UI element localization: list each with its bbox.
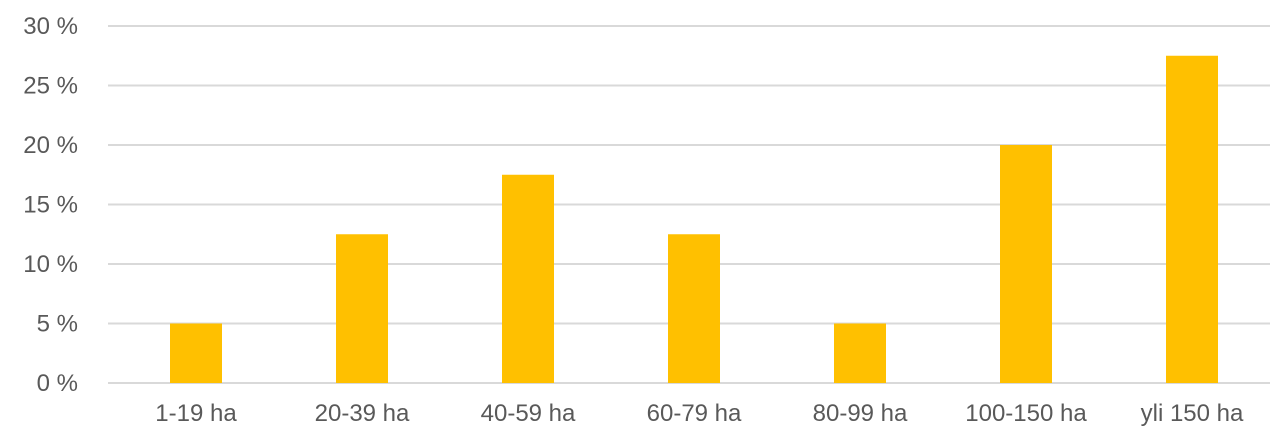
y-tick-label: 20 % xyxy=(23,132,78,159)
x-tick-label: 1-19 ha xyxy=(155,400,237,427)
bar-60-79-ha xyxy=(668,234,720,383)
bar-100-150-ha xyxy=(1000,145,1052,383)
x-tick-label: yli 150 ha xyxy=(1141,400,1244,427)
y-tick-label: 5 % xyxy=(37,311,78,338)
bar-40-59-ha xyxy=(502,174,554,383)
x-tick-label: 80-99 ha xyxy=(813,400,908,427)
y-axis-tick-labels: 0 % 5 % 10 % 15 % 20 % 25 % 30 % xyxy=(23,13,78,397)
x-axis-tick-labels: 1-19 ha 20-39 ha 40-59 ha 60-79 ha 80-99 ha 1… xyxy=(155,400,1244,427)
bar-yli-150-ha xyxy=(1166,55,1218,383)
y-tick-label: 0 % xyxy=(37,370,78,397)
bar-1-19-ha xyxy=(170,323,222,383)
bars xyxy=(170,55,1218,383)
y-tick-label: 30 % xyxy=(23,13,78,40)
y-tick-label: 25 % xyxy=(23,73,78,100)
bar-20-39-ha xyxy=(336,234,388,383)
x-tick-label: 60-79 ha xyxy=(647,400,742,427)
x-tick-label: 100-150 ha xyxy=(965,400,1087,427)
bar-80-99-ha xyxy=(834,323,886,383)
x-tick-label: 20-39 ha xyxy=(315,400,410,427)
x-tick-label: 40-59 ha xyxy=(481,400,576,427)
y-tick-label: 15 % xyxy=(23,192,78,219)
y-tick-label: 10 % xyxy=(23,251,78,278)
